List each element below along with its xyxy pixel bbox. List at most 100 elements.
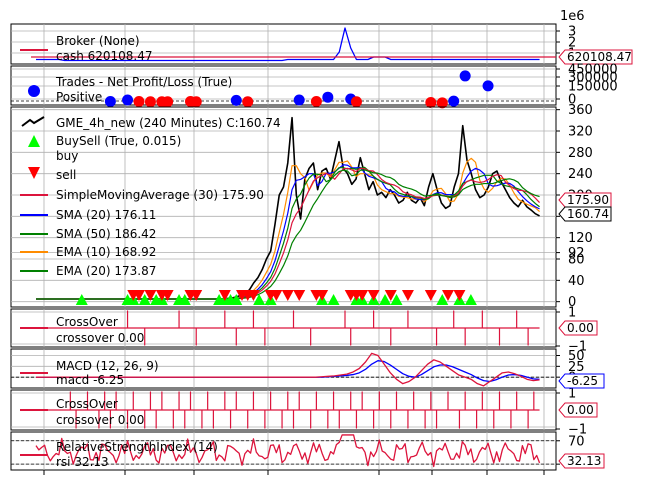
sell-marker [270, 290, 283, 301]
crossover1-legend-value: crossover 0.00 [56, 331, 144, 345]
macd-last-value-tag-box [558, 373, 605, 389]
rsi-ytick-label: 70 [568, 434, 585, 449]
macd-line [36, 352, 540, 387]
buy-marker [436, 294, 449, 305]
trades-negative-point [162, 96, 174, 108]
legend-close-icon [21, 116, 45, 127]
trades-negative-point [436, 97, 448, 109]
trades-ytick-label: 150000 [568, 80, 618, 95]
trades-positive-point [459, 70, 471, 82]
sell-marker [144, 290, 157, 301]
main-legend-label: EMA (20) 173.87 [56, 264, 156, 278]
crossover2-legend-value: crossover 0.00 [56, 413, 144, 427]
buy-marker [230, 294, 243, 305]
trades-positive-point [104, 95, 116, 107]
sma30-last-value-tag: 175.90 [567, 193, 609, 207]
rsi-legend-title: RelativeStrengthIndex (14) [56, 440, 218, 454]
buy-marker [75, 294, 88, 305]
main-legend-label: BuySell (True, 0.015) [56, 134, 181, 148]
main-ytick-label: 240 [568, 167, 593, 182]
crossover2-last-value-tag: 0.00 [567, 403, 594, 417]
sell-marker [133, 290, 145, 301]
trades-positive-point [230, 94, 242, 106]
sell-marker [218, 290, 231, 301]
main-ytick-label: 40 [568, 274, 585, 289]
sell-marker [367, 290, 380, 301]
sell-marker [247, 290, 260, 301]
crossover2-legend-title: CrossOver [56, 397, 118, 411]
trades-positive-point [293, 94, 305, 106]
close-last-value-tag-box [558, 206, 612, 222]
sell-marker [453, 290, 466, 301]
main-legend-label: GME_4h_new (240 Minutes) C:160.74 [56, 116, 281, 130]
main-ytick-label: 120 [568, 231, 593, 246]
broker-last-value-tag: 620108.47 [567, 50, 632, 64]
main-legend-label: SimpleMovingAverage (30) 175.90 [56, 188, 264, 202]
broker-frame [10, 23, 557, 65]
crossover2-last-value-tag-box [558, 402, 598, 418]
crossover1-ytick-label: 1 [568, 306, 576, 321]
broker-legend-cash: cash 620108.47 [56, 49, 153, 63]
trades-negative-point [133, 95, 145, 107]
main-legend-label: SMA (50) 186.42 [56, 227, 156, 241]
trades-legend-marker [28, 85, 40, 97]
main-ytick-label: 80 [568, 253, 585, 268]
crossover1-ytick-label: −1 [568, 340, 587, 355]
main-frame [10, 106, 557, 308]
trades-positive-point [122, 94, 134, 106]
sell-marker [293, 290, 306, 301]
buy-marker [390, 294, 403, 305]
crossover1-signal-line [36, 310, 540, 346]
buy-marker [327, 294, 340, 305]
trades-legend-title: Trades - Net Profit/Loss (True) [55, 75, 232, 89]
macd-ytick-label: 25 [568, 360, 585, 375]
main-legend-label: EMA (10) 168.92 [56, 245, 156, 259]
legend-buy-icon [28, 135, 40, 147]
broker-ytick-label: 2 [568, 36, 576, 51]
legend-sell-icon [28, 167, 40, 179]
buy-marker [464, 294, 477, 305]
main-legend-label: buy [56, 149, 78, 163]
sell-marker [384, 290, 397, 301]
broker-last-value-tag-box [558, 49, 633, 65]
main-ytick-label: 92 [568, 246, 585, 261]
trades-positive-point [448, 95, 460, 107]
crossover2-signal-line [36, 391, 540, 429]
main-ytick-label: 360 [568, 103, 593, 118]
main-ytick-label: 280 [568, 146, 593, 161]
trades-negative-point [242, 96, 254, 108]
trades-negative-point [190, 96, 202, 108]
trades-negative-point [310, 95, 322, 107]
buy-marker [253, 294, 266, 305]
buy-marker [178, 294, 191, 305]
sma30-last-value-tag-box [558, 192, 612, 208]
sell-marker [161, 290, 174, 301]
macd-legend-value: macd -6.25 [56, 373, 124, 387]
macd-frame [10, 348, 557, 389]
crossover1-frame [10, 308, 557, 348]
trades-positive-point [482, 80, 494, 92]
trades-ytick-label: 450000 [568, 63, 618, 78]
rsi-frame [10, 431, 557, 471]
crossover2-frame [10, 389, 557, 431]
macd-legend-title: MACD (12, 26, 9) [56, 359, 159, 373]
sell-marker [190, 290, 203, 301]
rsi-last-value-tag-box [558, 453, 605, 469]
crossover2-ytick-label: 1 [568, 387, 576, 402]
sell-marker [281, 290, 294, 301]
main-ytick-label: 320 [568, 125, 593, 140]
macd-last-value-tag: -6.25 [567, 374, 598, 388]
trades-ytick-label: 0 [568, 93, 576, 108]
sell-marker [442, 290, 454, 301]
main-ytick-label: 0 [568, 295, 576, 310]
sell-marker [316, 290, 329, 301]
trades-ytick-label: 300000 [568, 71, 618, 86]
crossover1-last-value-tag: 0.00 [567, 321, 594, 335]
sell-marker [356, 290, 369, 301]
main-legend-label: SMA (20) 176.11 [56, 208, 156, 222]
rsi-last-value-tag: 32.13 [567, 454, 601, 468]
main-legend-label: sell [56, 168, 76, 182]
broker-ytick-label: 3 [568, 25, 576, 40]
broker-legend-title: Broker (None) [56, 34, 140, 48]
